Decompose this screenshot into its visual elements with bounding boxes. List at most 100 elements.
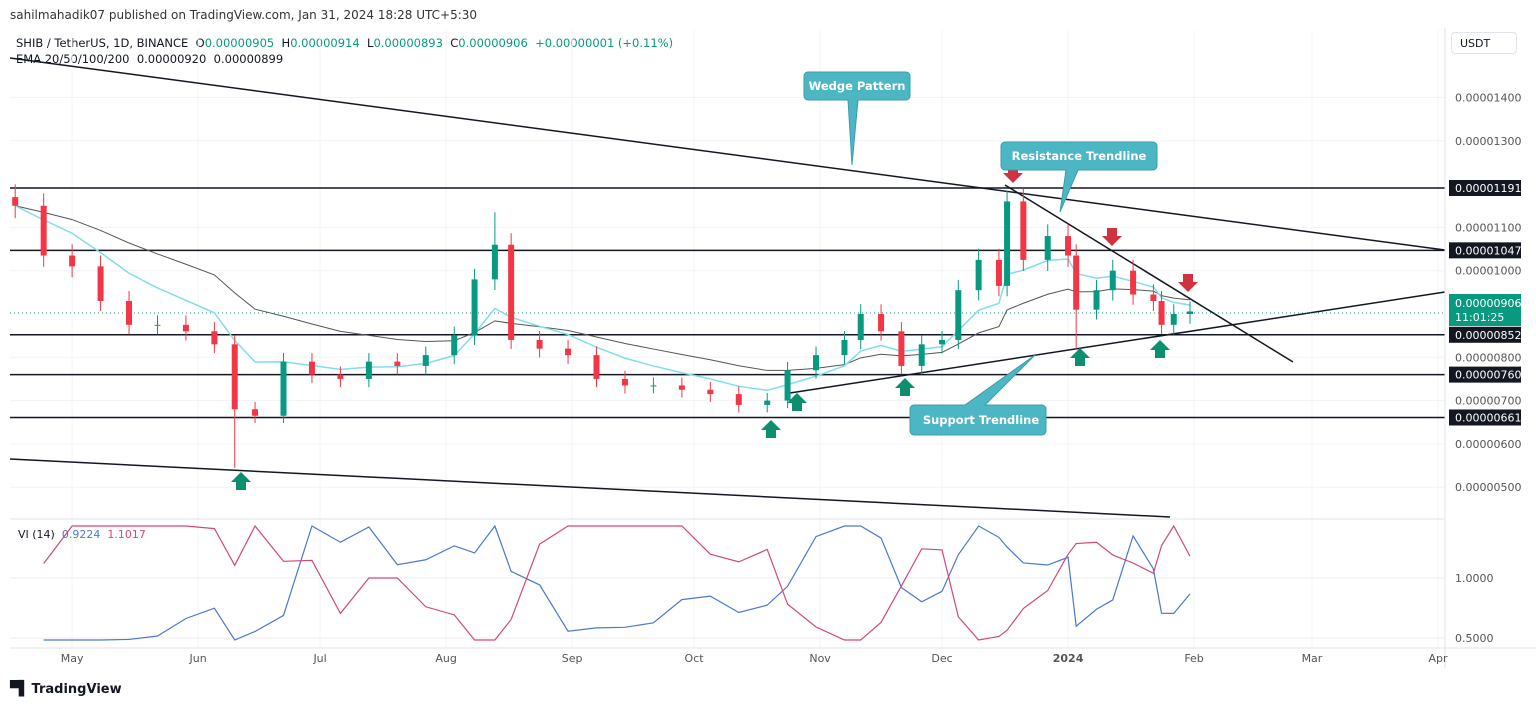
candle — [593, 346, 600, 388]
candle-body — [1187, 311, 1193, 314]
candle-body — [69, 255, 76, 267]
support-trendline — [789, 291, 1446, 394]
candle-body — [252, 409, 259, 416]
candle — [650, 377, 657, 394]
candle — [898, 322, 905, 375]
candle — [12, 184, 19, 219]
candle — [491, 212, 498, 290]
candle-body — [1130, 270, 1137, 295]
candle-body — [678, 385, 685, 390]
price-axis[interactable]: 0.00001400 0.00001300 0.00001100 0.00001000… — [1455, 92, 1521, 495]
x-tick-label: Mar — [1302, 652, 1323, 665]
vi-plus-line — [43, 524, 1191, 641]
candle — [422, 346, 429, 375]
candle-body — [764, 400, 771, 405]
y-tick-label: 0.00000600 — [1455, 438, 1521, 451]
vi-legend: VI (14) 0.9224 1.1017 — [18, 528, 146, 541]
candle — [337, 366, 344, 388]
candle-body — [1093, 290, 1100, 310]
candles — [12, 184, 1193, 468]
candle — [1170, 304, 1177, 335]
close-value: 0.00000906 — [458, 36, 528, 50]
candle — [1093, 279, 1100, 320]
x-tick-label: Feb — [1184, 652, 1203, 665]
x-tick-label: Jul — [312, 652, 326, 665]
up-arrow-icon — [1150, 340, 1170, 358]
candle-body — [337, 374, 344, 379]
candle — [1109, 259, 1116, 301]
change-value: +0.00000001 (+0.11%) — [535, 36, 674, 50]
x-tick-label: Apr — [1428, 652, 1448, 665]
candle-body — [565, 348, 572, 356]
up-arrow-icon — [761, 420, 781, 438]
candle — [1158, 290, 1165, 335]
candle-body — [280, 361, 287, 416]
candle — [97, 255, 104, 312]
candle-body — [536, 339, 543, 349]
y-tick-label: 0.00001300 — [1455, 135, 1521, 148]
candle — [764, 393, 771, 413]
tradingview-logo-icon: ▀▌ — [10, 681, 29, 697]
candle — [252, 401, 259, 423]
candle-body — [650, 385, 657, 387]
grid — [10, 30, 1445, 648]
vi-label[interactable]: VI (14) — [18, 528, 55, 541]
callout-label: Resistance Trendline — [1012, 149, 1147, 163]
low-label: L — [367, 36, 374, 50]
callout-label: Support Trendline — [923, 413, 1040, 427]
open-value: 0.00000905 — [204, 36, 275, 50]
candle — [154, 315, 161, 335]
ohlc-legend: SHIB / TetherUS, 1D, BINANCE O0.00000905… — [16, 36, 673, 50]
candle-body — [898, 331, 905, 366]
level-label-bg — [1449, 409, 1521, 426]
candle — [975, 248, 982, 301]
candle — [813, 346, 820, 379]
x-tick-label: Aug — [435, 652, 456, 665]
candle-body — [995, 259, 1002, 286]
x-tick-label: Sep — [562, 652, 583, 665]
x-tick-label: Dec — [931, 652, 952, 665]
y-tick-label: 0.00001100 — [1455, 221, 1521, 234]
ema-legend: EMA 20/50/100/200 0.00000920 0.00000899 — [16, 52, 283, 66]
down-arrow-icon — [1102, 228, 1122, 246]
candle-body — [451, 335, 458, 356]
level-label: 0.00000760 — [1455, 369, 1521, 382]
bar-countdown: 11:01:25 — [1455, 311, 1504, 324]
ema-value-slow: 0.00000899 — [213, 52, 284, 66]
callout-support-trendline: Support Trendline — [909, 354, 1047, 436]
current-price-value: 0.00000906 — [1455, 297, 1521, 310]
candle — [678, 377, 685, 398]
wedge-lower-line — [9, 458, 1171, 518]
low-value: 0.00000893 — [373, 36, 443, 50]
tradingview-logo[interactable]: ▀▌ TradingView — [10, 681, 122, 697]
candle-body — [308, 361, 315, 375]
candle-body — [975, 259, 982, 291]
candle-body — [813, 355, 820, 371]
candle-body — [422, 355, 429, 366]
x-tick-label: May — [61, 652, 84, 665]
candle — [40, 193, 47, 267]
vi-tick: 0.5000 — [1455, 632, 1494, 645]
resistance-trendline — [1004, 184, 1294, 363]
candle-body — [857, 314, 864, 340]
candle-body — [154, 324, 161, 326]
candle-body — [365, 361, 372, 379]
currency-button[interactable]: USDT — [1451, 32, 1517, 54]
up-arrow-icon — [895, 378, 915, 396]
candle-body — [621, 378, 628, 386]
callout-resistance-trendline: Resistance Trendline — [1000, 141, 1158, 213]
candle-body — [231, 344, 238, 410]
level-label-bg — [1449, 179, 1521, 196]
candle — [995, 248, 1002, 297]
candle-body — [1170, 314, 1177, 325]
x-tick-label: Oct — [685, 652, 705, 665]
candle-body — [593, 355, 600, 379]
candle — [508, 233, 515, 350]
candle — [1073, 244, 1080, 349]
candle — [211, 322, 218, 354]
time-axis[interactable]: May Jun Jul Aug Sep Oct Nov Dec 2024 Feb Mar Apr — [61, 652, 1448, 665]
candle — [536, 330, 543, 358]
candle — [621, 370, 628, 394]
symbol[interactable]: SHIB / TetherUS, 1D, BINANCE — [16, 36, 189, 50]
